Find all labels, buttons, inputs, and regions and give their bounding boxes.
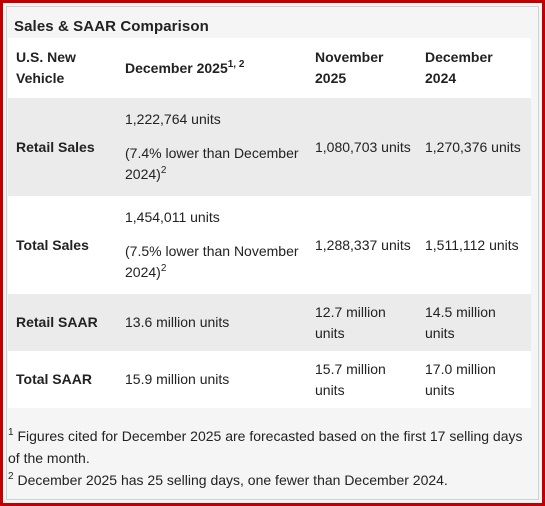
footnote-ref: 2 <box>160 165 167 176</box>
header-december-2025: December 20251, 2 <box>117 38 307 98</box>
header-december-2024: December 2024 <box>425 49 493 86</box>
cell-december-2025: 1,454,011 units (7.5% lower than Novembe… <box>117 196 307 294</box>
page-title: Sales & SAAR Comparison <box>14 18 209 35</box>
footnote-2: 2 December 2025 has 25 selling days, one… <box>8 469 533 491</box>
cell-value: 1,222,764 units <box>125 111 221 127</box>
table-header-row: U.S. New Vehicle December 20251, 2 Novem… <box>8 38 531 98</box>
cell-note: (7.4% lower than December 2024) <box>125 145 299 182</box>
cell-december-2024: 14.5 million units <box>425 303 496 341</box>
table-row-retail-sales: Retail Sales 1,222,764 units (7.4% lower… <box>8 98 531 196</box>
cell-november-2025: 1,288,337 units <box>315 236 411 253</box>
footnote-ref: 2 <box>160 263 167 274</box>
cell-november-2025: 12.7 million units <box>315 303 386 341</box>
comparison-table: U.S. New Vehicle December 20251, 2 Novem… <box>8 38 531 408</box>
cell-december-2024: 1,511,112 units <box>425 236 519 253</box>
cell-december-2025: 1,222,764 units (7.4% lower than Decembe… <box>117 98 307 196</box>
table-row-retail-saar: Retail SAAR 13.6 million units 12.7 mill… <box>8 294 531 351</box>
cell-december-2025: 13.6 million units <box>125 314 230 330</box>
cell-december-2024: 17.0 million units <box>425 360 496 398</box>
footnotes: 1 Figures cited for December 2025 are fo… <box>8 425 533 491</box>
header-us-new-vehicle: U.S. New Vehicle <box>16 49 76 86</box>
cell-november-2025: 1,080,703 units <box>315 138 411 155</box>
row-label: Total Sales <box>16 236 89 253</box>
cell-value: 1,454,011 units <box>125 209 220 225</box>
table-row-total-saar: Total SAAR 15.9 million units 15.7 milli… <box>8 351 531 408</box>
cell-note: (7.5% lower than November 2024) <box>125 243 299 280</box>
cell-november-2025: 15.7 million units <box>315 360 386 398</box>
footnote-1: 1 Figures cited for December 2025 are fo… <box>8 425 533 469</box>
table-row-total-sales: Total Sales 1,454,011 units (7.5% lower … <box>8 196 531 294</box>
footnote-text: December 2025 has 25 selling days, one f… <box>17 472 448 488</box>
row-label: Retail SAAR <box>16 314 98 330</box>
cell-december-2024: 1,270,376 units <box>425 138 521 155</box>
content-panel: Sales & SAAR Comparison <box>6 6 539 500</box>
footnote-text: Figures cited for December 2025 are fore… <box>8 428 523 466</box>
footnote-number: 2 <box>8 471 14 482</box>
header-december-2025-label: December 2025 <box>125 59 228 76</box>
footnote-number: 1 <box>8 427 14 438</box>
header-november-2025: November 2025 <box>315 49 384 86</box>
row-label: Retail Sales <box>16 138 95 155</box>
row-label: Total SAAR <box>16 371 92 387</box>
header-december-2025-footnote-ref: 1, 2 <box>227 58 245 70</box>
cell-december-2025: 15.9 million units <box>125 371 230 387</box>
